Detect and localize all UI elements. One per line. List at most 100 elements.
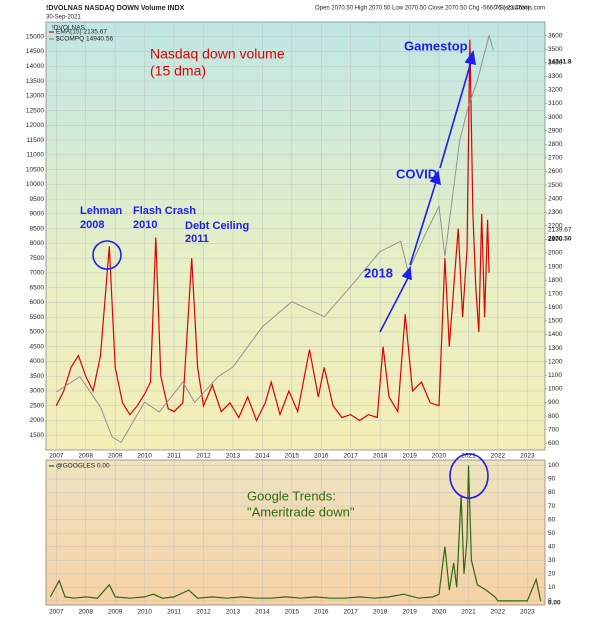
- y2-tick-label: 3300: [548, 73, 563, 80]
- y2-tick-label: 2200: [548, 223, 563, 230]
- x-tick-label: 2013: [226, 609, 241, 616]
- x-tick-label: 2010: [137, 453, 152, 460]
- x-tick-label: 2016: [314, 609, 329, 616]
- x-tick-label: 2019: [402, 609, 417, 616]
- annotation: Debt Ceiling: [185, 220, 249, 232]
- annotation: "Ameritrade down": [247, 504, 355, 519]
- plot: 2007 2008 2009 2010 2011 2012 2013 2014 2015 2016…: [26, 22, 563, 616]
- y-tick-label: 13500: [26, 78, 44, 85]
- y-tick-label: 10000: [26, 181, 44, 188]
- y2-tick-label: 3200: [548, 87, 563, 94]
- y-tick-label: 8500: [30, 225, 45, 232]
- y-tick-label: 90: [548, 476, 556, 483]
- y2-tick-label: 3400: [548, 59, 563, 66]
- x-tick-label: 2021: [461, 609, 476, 616]
- y-tick-label: 2000: [30, 417, 45, 424]
- y-tick-label: 15000: [26, 33, 44, 40]
- y2-tick-label: 1900: [548, 263, 563, 270]
- series-line: [55, 39, 490, 423]
- annotation: Google Trends:: [247, 488, 336, 503]
- annotation: Lehman: [80, 205, 122, 217]
- x-tick-label: 2009: [108, 453, 123, 460]
- x-tick-label: 2021: [461, 453, 476, 460]
- y-tick-label: 0: [548, 598, 552, 605]
- x-tick-label: 2009: [108, 609, 123, 616]
- legend-label: EMA(15) 2135.67: [56, 29, 107, 36]
- x-tick-label: 2014: [255, 609, 270, 616]
- y-tick-label: 9000: [30, 211, 45, 218]
- legend-label: $COMPQ 14940.56: [56, 36, 113, 43]
- y2-tick-label: 2000: [548, 250, 563, 257]
- y2-tick-label: 1700: [548, 290, 563, 297]
- x-tick-label: 2013: [226, 453, 241, 460]
- x-tick-label: 2017: [343, 453, 358, 460]
- x-tick-label: 2008: [79, 609, 94, 616]
- annotation: (15 dma): [150, 63, 206, 79]
- x-tick-label: 2016: [314, 453, 329, 460]
- y2-tick-label: 600: [548, 440, 559, 447]
- x-tick-label: 2018: [373, 453, 388, 460]
- y2-tick-label: 800: [548, 413, 559, 420]
- title: !DVOLNAS NASDAQ DOWN Volume INDX: [46, 5, 185, 12]
- y-tick-label: 6500: [30, 284, 45, 291]
- y-tick-label: 12500: [26, 107, 44, 114]
- y2-tick-label: 1100: [548, 372, 562, 379]
- y2-tick-label: 1200: [548, 358, 563, 365]
- quote: Open 2070.50 High 2070.50 Low 2070.50 Cl…: [315, 6, 530, 12]
- y2-tick-label: 2800: [548, 141, 563, 148]
- x-tick-label: 2020: [432, 453, 447, 460]
- x-tick-label: 2011: [167, 609, 181, 616]
- y2-tick-label: 2700: [548, 155, 563, 162]
- y2-tick-label: 3000: [548, 114, 563, 121]
- y-tick-label: 80: [548, 489, 556, 496]
- x-tick-label: 2015: [285, 453, 300, 460]
- y2-tick-label: 1600: [548, 304, 563, 311]
- y-tick-label: 8000: [30, 240, 45, 247]
- x-tick-label: 2010: [137, 609, 152, 616]
- date: 30-Sep-2021: [46, 15, 81, 21]
- price-label: 14341.8: [548, 59, 572, 66]
- y2-tick-label: 2500: [548, 182, 563, 189]
- y-tick-label: 20: [548, 571, 556, 578]
- legend-title: !DVOLNAS: [52, 25, 86, 32]
- y2-tick-label: 2300: [548, 209, 563, 216]
- y2-tick-label: 3100: [548, 100, 563, 107]
- source: © StockCharts.com: [493, 5, 545, 12]
- y-tick-label: 30: [548, 557, 556, 564]
- x-tick-label: 2015: [285, 609, 300, 616]
- y-tick-label: 5000: [30, 329, 45, 336]
- y2-tick-label: 2100: [548, 236, 563, 243]
- y2-tick-label: 2600: [548, 168, 563, 175]
- legend-label: @GOOGLES 0.00: [56, 463, 110, 470]
- x-tick-label: 2023: [520, 609, 535, 616]
- y2-tick-label: 1000: [548, 386, 563, 393]
- y-tick-label: 7000: [30, 270, 45, 277]
- y-tick-label: 2500: [30, 402, 45, 409]
- x-tick-label: 2020: [432, 609, 447, 616]
- y-tick-label: 6000: [30, 299, 45, 306]
- annotation: Gamestop: [404, 38, 468, 53]
- y-tick-label: 7500: [30, 255, 45, 262]
- y-tick-label: 3000: [30, 388, 45, 395]
- y-tick-label: 5500: [30, 314, 45, 321]
- x-tick-label: 2018: [373, 609, 388, 616]
- y-tick-label: 11000: [26, 152, 44, 159]
- x-tick-label: 2008: [79, 453, 94, 460]
- annotation: Nasdaq down volume: [150, 46, 285, 62]
- x-tick-label: 2022: [491, 453, 506, 460]
- x-tick-label: 2014: [255, 453, 270, 460]
- y2-tick-label: 3500: [548, 46, 563, 53]
- y-tick-label: 40: [548, 543, 556, 550]
- y-tick-label: 60: [548, 516, 556, 523]
- y-tick-label: 9500: [30, 196, 45, 203]
- x-tick-label: 2012: [196, 609, 211, 616]
- y2-tick-label: 700: [548, 426, 559, 433]
- y2-tick-label: 1500: [548, 318, 563, 325]
- callouts: [92, 49, 489, 499]
- y-tick-label: 50: [548, 530, 556, 537]
- y-tick-label: 14500: [26, 48, 44, 55]
- annotation: 2008: [80, 219, 104, 231]
- y2-tick-label: 2400: [548, 195, 563, 202]
- panel: [45, 459, 546, 606]
